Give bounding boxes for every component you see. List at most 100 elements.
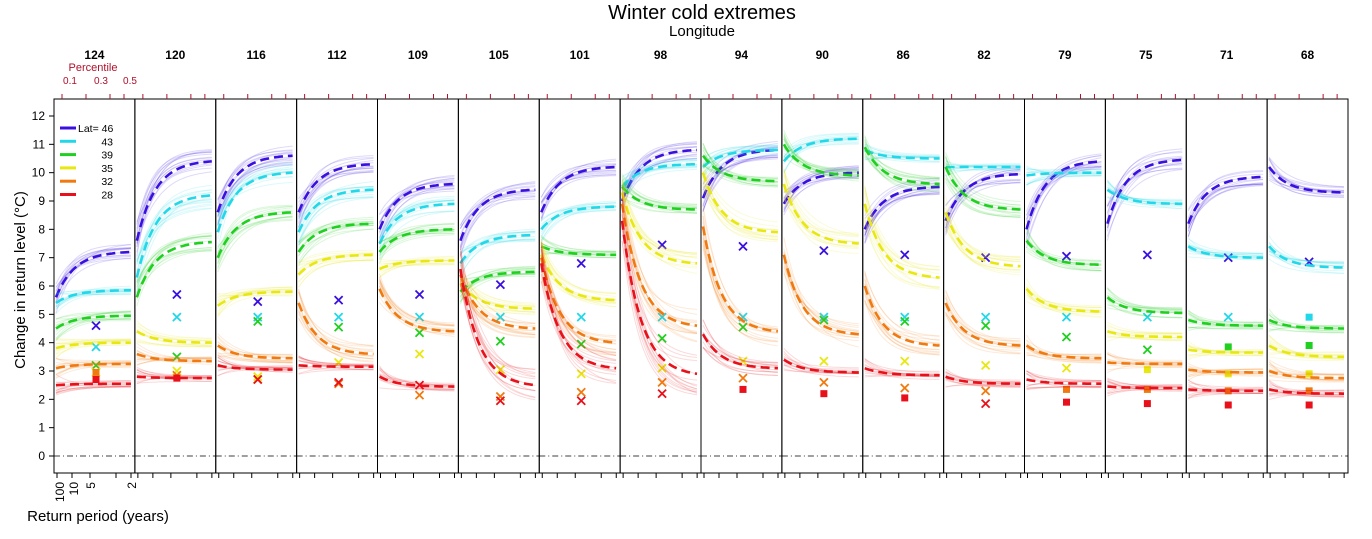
series-46-lon-94	[701, 140, 778, 251]
ensemble-curve	[217, 356, 293, 373]
ensemble-curve	[945, 181, 1021, 218]
observed-x-marker	[1061, 251, 1072, 261]
ensemble-curve	[1026, 353, 1102, 357]
panel-82: 82	[943, 48, 1025, 478]
ensemble-curve	[55, 365, 131, 380]
ensemble-curve	[136, 340, 212, 346]
ensemble-curve	[1026, 228, 1102, 272]
ensemble-curve	[864, 369, 940, 375]
ensemble-curve	[55, 248, 131, 297]
median-curve	[701, 154, 778, 183]
ensemble-curve	[298, 165, 374, 219]
ensemble-curve	[864, 300, 940, 356]
ensemble-curve	[1107, 303, 1183, 318]
ensemble-curve	[136, 161, 212, 244]
series-39-lon-82	[944, 152, 1021, 331]
ensemble-curve	[1188, 366, 1264, 376]
ensemble-curve	[621, 143, 698, 207]
ensemble-curve	[1187, 177, 1264, 210]
observed-x-marker	[333, 357, 344, 368]
ensemble-curve	[702, 173, 778, 237]
ensemble-curve	[864, 153, 940, 186]
ensemble-curve	[1026, 283, 1102, 308]
observed-square-marker	[92, 368, 100, 376]
ensemble-curve	[1188, 247, 1264, 261]
series-28-lon-98	[620, 194, 698, 399]
series-28-lon-90	[783, 347, 859, 398]
ensemble-curve	[945, 180, 1021, 234]
observed-x-marker	[414, 380, 425, 390]
ensemble-curve	[298, 190, 374, 236]
ensemble-curve	[945, 228, 1021, 272]
ensemble-curve	[1026, 334, 1102, 363]
ensemble-curve	[864, 179, 940, 227]
ensemble-curve	[1268, 248, 1345, 272]
ensemble-curve	[702, 154, 778, 194]
observed-x-marker	[576, 339, 586, 349]
series-46-lon-124	[54, 244, 131, 331]
ensemble-curve	[945, 182, 1021, 218]
median-curve	[459, 274, 536, 330]
ensemble-curve	[864, 357, 940, 378]
series-28-lon-101	[540, 241, 617, 406]
ensemble-curve	[217, 289, 293, 300]
observed-x-marker	[980, 386, 991, 396]
ensemble-curve	[864, 203, 940, 271]
observed-x-marker	[900, 316, 910, 327]
ensemble-curve	[702, 153, 778, 211]
ensemble-curve	[864, 219, 940, 290]
median-curve	[378, 202, 455, 245]
ensemble-curve	[1026, 174, 1102, 186]
median-curve	[1107, 385, 1183, 390]
ensemble-curve	[217, 335, 293, 358]
series-43-lon-105	[459, 228, 536, 322]
ensemble-curve	[783, 170, 859, 202]
panel-120: 120	[134, 48, 217, 478]
observed-x-marker	[900, 383, 910, 393]
ensemble-curve	[864, 139, 940, 180]
ensemble-curve	[459, 285, 536, 335]
ensemble-curve	[1269, 375, 1344, 381]
legend-label-35: 35	[101, 163, 113, 175]
ensemble-curve	[1107, 326, 1183, 342]
ensemble-curve	[1188, 382, 1264, 388]
ensemble-curve	[1268, 342, 1344, 356]
ensemble-curve	[621, 180, 698, 207]
ensemble-curve	[379, 256, 455, 278]
median-curve	[135, 194, 212, 278]
legend-label-32: 32	[101, 176, 113, 188]
ensemble-curve	[621, 153, 698, 208]
ensemble-curve	[783, 140, 859, 170]
ensemble-curve	[379, 174, 455, 233]
ensemble-curve	[864, 145, 940, 157]
series-28-lon-75	[1107, 377, 1183, 408]
ensemble-curve	[945, 312, 1021, 344]
ensemble-curve	[540, 244, 617, 308]
median-curve	[459, 188, 536, 242]
ensemble-curve	[55, 247, 131, 303]
ensemble-curve	[783, 138, 859, 163]
ensemble-curve	[864, 146, 940, 178]
ensemble-curve	[1188, 392, 1264, 396]
ensemble-curve	[1268, 348, 1345, 355]
ensemble-curve	[621, 188, 698, 342]
ensemble-curve	[864, 366, 940, 380]
ensemble-curve	[945, 218, 1021, 271]
ensemble-curve	[1106, 150, 1183, 213]
ensemble-curve	[702, 179, 778, 241]
ensemble-curve	[540, 246, 617, 375]
ensemble-curve	[1106, 157, 1183, 207]
ensemble-curve	[459, 286, 536, 324]
observed-x-marker	[172, 366, 182, 376]
ensemble-curve	[702, 150, 778, 177]
ensemble-curve	[540, 243, 617, 353]
ensemble-curve	[298, 259, 374, 288]
ensemble-curve	[945, 294, 1021, 349]
ensemble-curve	[459, 273, 536, 300]
ensemble-curve	[702, 166, 778, 227]
median-curve	[459, 233, 536, 265]
series-46-lon-75	[1106, 148, 1183, 260]
ensemble-curve	[945, 223, 1021, 269]
ensemble-curve	[540, 271, 617, 364]
